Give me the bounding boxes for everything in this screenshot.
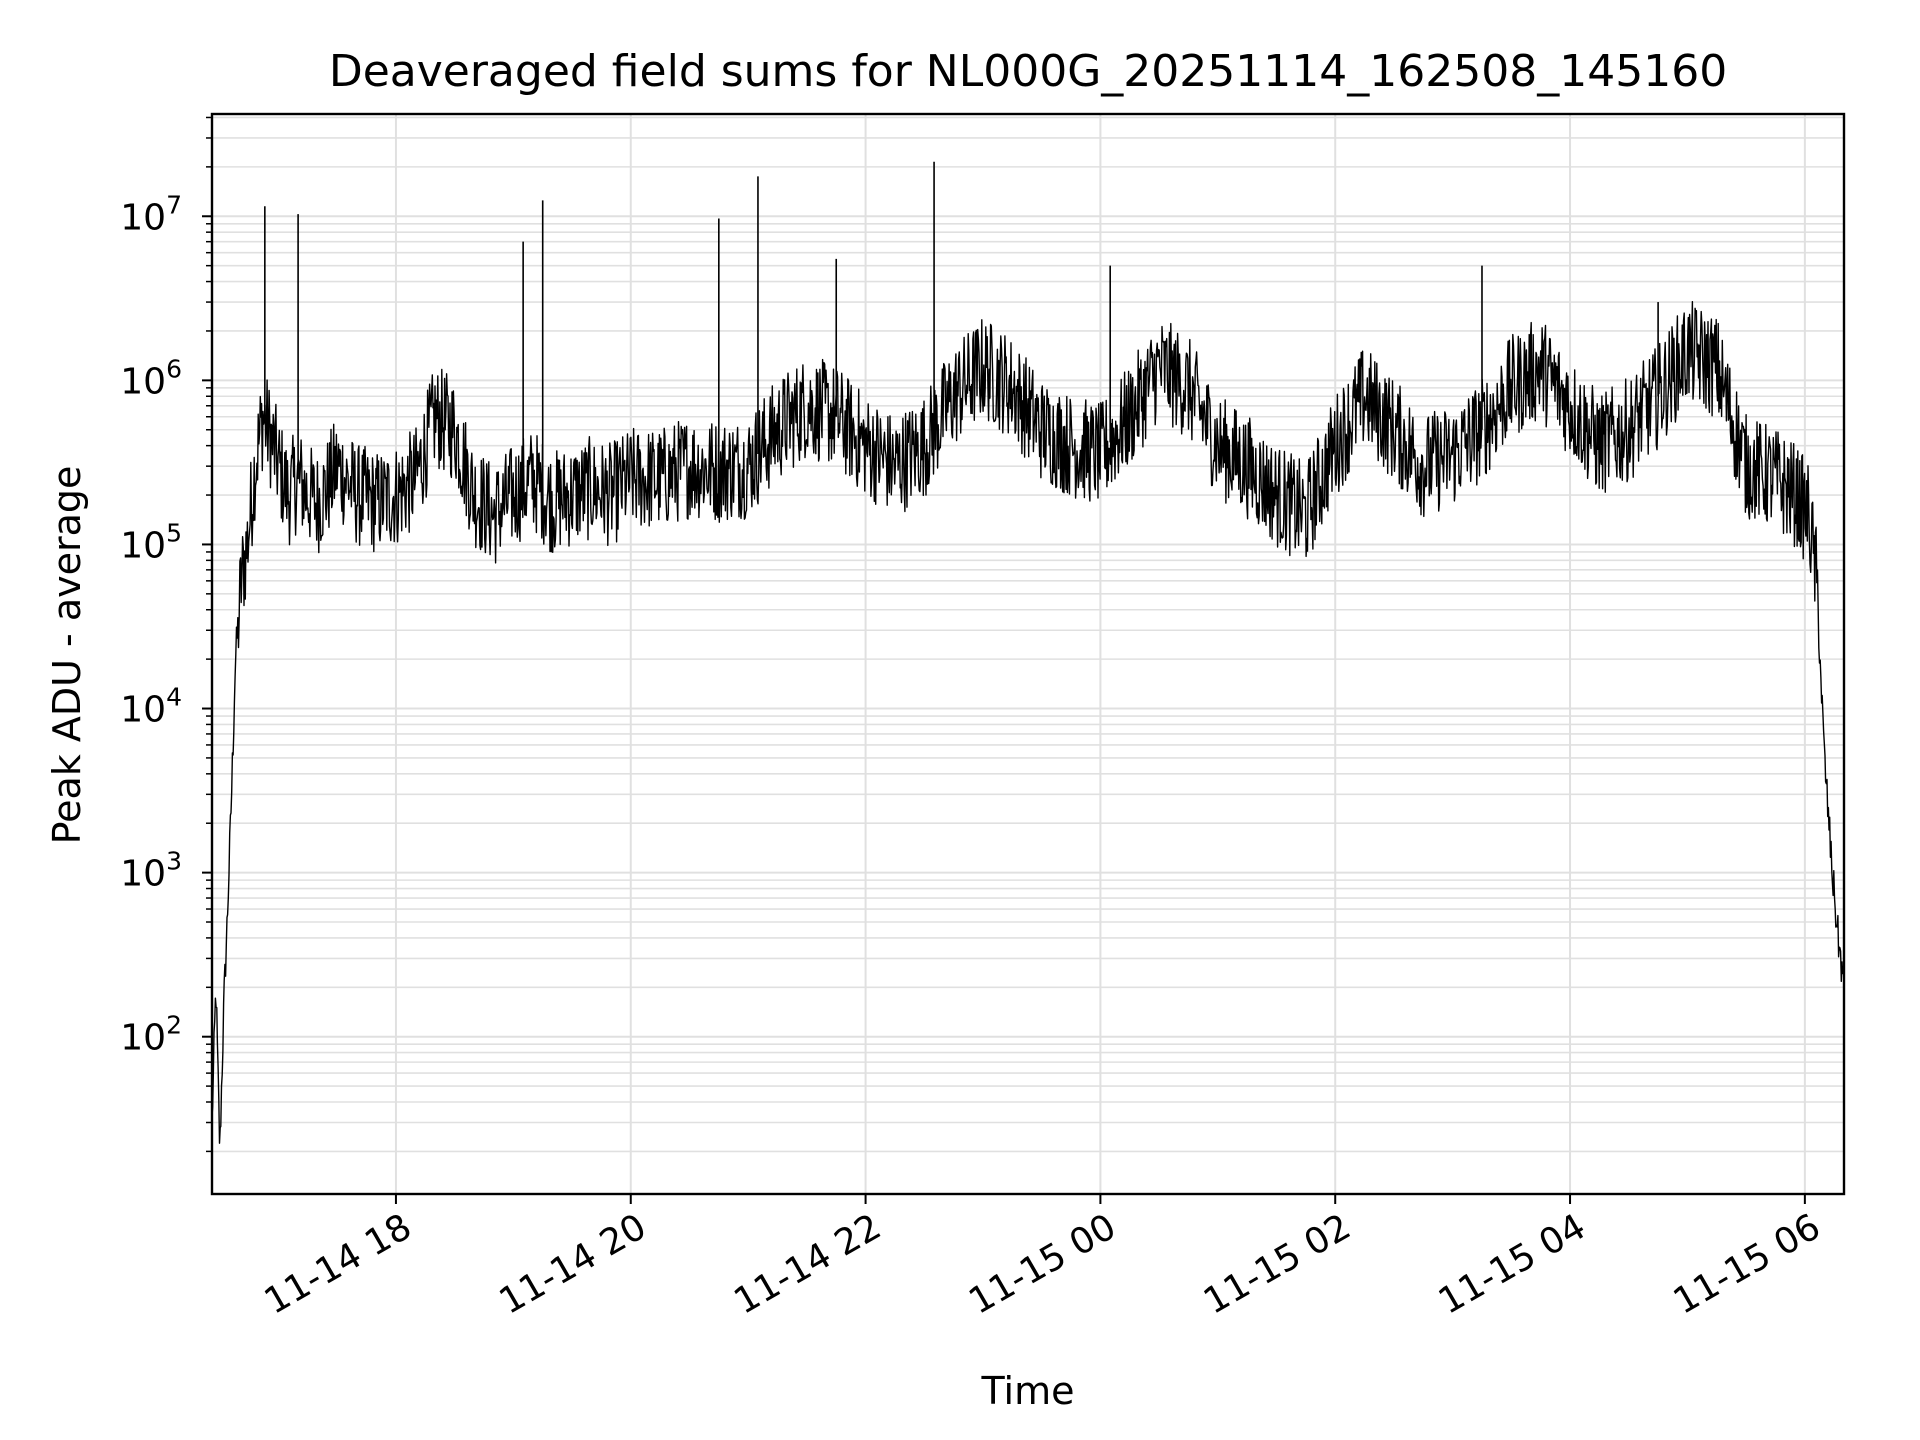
y-tick-label: 102: [120, 1011, 182, 1059]
y-tick-label: 107: [120, 190, 182, 238]
grid-layer: [212, 114, 1844, 1194]
y-tick-label: 106: [120, 354, 182, 402]
y-tick-label: 104: [120, 683, 182, 731]
plot-frame: [210, 112, 1846, 1196]
y-tick-label: 103: [120, 847, 182, 895]
y-axis-label: Peak ADU - average: [45, 466, 89, 845]
series-layer: [211, 161, 1845, 1144]
y-tick-label: 105: [120, 518, 182, 566]
series-line: [211, 301, 1845, 1144]
x-axis-label: Time: [981, 1369, 1075, 1413]
chart-title: Deaveraged field sums for NL000G_2025111…: [329, 46, 1727, 97]
